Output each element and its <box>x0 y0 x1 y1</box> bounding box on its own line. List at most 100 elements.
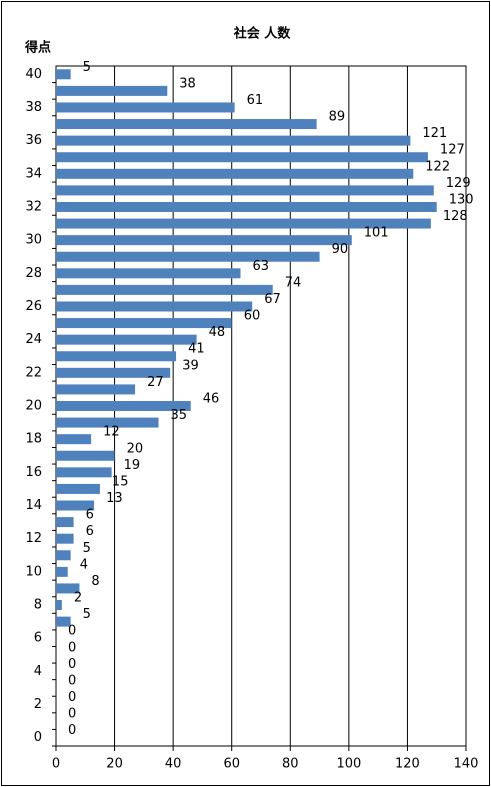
y-tick-label: 0 <box>34 730 42 745</box>
bar <box>56 550 71 561</box>
bar <box>56 417 159 428</box>
y-tick-label: 32 <box>25 199 42 214</box>
value-label: 46 <box>203 392 220 407</box>
y-tick-label: 26 <box>25 299 42 314</box>
value-label: 60 <box>244 309 261 324</box>
value-label: 12 <box>103 425 120 440</box>
value-label: 35 <box>171 408 188 423</box>
bar <box>56 600 62 611</box>
bar <box>56 135 411 146</box>
value-label: 5 <box>83 541 91 556</box>
bar <box>56 168 414 179</box>
value-label: 130 <box>449 192 474 207</box>
y-tick-label: 34 <box>25 166 42 181</box>
value-label: 129 <box>446 176 471 191</box>
bar <box>56 483 100 494</box>
y-tick-label: 4 <box>34 664 42 679</box>
value-label: 41 <box>188 342 205 357</box>
value-label: 0 <box>68 673 76 688</box>
x-tick-label: 120 <box>395 757 420 772</box>
bar <box>56 218 431 229</box>
value-label: 27 <box>147 375 164 390</box>
bar <box>56 251 320 262</box>
bar <box>56 201 437 212</box>
value-label: 20 <box>127 441 144 456</box>
value-label: 63 <box>253 259 270 274</box>
chart-title: 社会 人数 <box>233 26 292 42</box>
value-label: 15 <box>112 474 129 489</box>
y-tick-label: 22 <box>25 365 42 380</box>
value-label: 13 <box>106 491 123 506</box>
y-tick-label: 28 <box>25 266 42 281</box>
y-tick-label: 6 <box>34 631 42 646</box>
value-label: 48 <box>209 325 226 340</box>
value-label: 101 <box>364 226 389 241</box>
bar <box>56 102 235 113</box>
bar <box>56 351 177 362</box>
value-label: 0 <box>68 707 76 722</box>
y-tick-label: 10 <box>25 564 42 579</box>
x-tick-label: 100 <box>336 757 361 772</box>
bar <box>56 334 197 345</box>
value-label: 127 <box>440 143 465 158</box>
bar <box>56 268 241 279</box>
value-label: 19 <box>124 458 141 473</box>
value-label: 61 <box>247 93 264 108</box>
y-tick-label: 18 <box>25 432 42 447</box>
value-label: 38 <box>179 76 196 91</box>
y-tick-label: 14 <box>25 498 42 513</box>
y-tick-label: 40 <box>25 67 42 82</box>
bar <box>56 119 317 130</box>
bar <box>56 450 115 461</box>
value-label: 0 <box>68 640 76 655</box>
bar <box>56 384 136 395</box>
bar <box>56 69 71 80</box>
bar <box>56 318 232 329</box>
bar <box>56 85 168 96</box>
y-tick-label: 12 <box>25 531 42 546</box>
bar <box>56 467 112 478</box>
bar <box>56 517 74 528</box>
bar <box>56 434 92 445</box>
bar <box>56 235 352 246</box>
x-tick-label: 140 <box>454 757 479 772</box>
y-tick-label: 8 <box>34 598 42 613</box>
value-label: 90 <box>332 242 349 257</box>
value-label: 0 <box>68 657 76 672</box>
x-tick-label: 20 <box>106 757 123 772</box>
value-label: 122 <box>425 159 450 174</box>
y-tick-label: 38 <box>25 100 42 115</box>
bar <box>56 152 428 163</box>
x-tick-label: 80 <box>282 757 299 772</box>
value-label: 128 <box>443 209 468 224</box>
value-label: 0 <box>68 624 76 639</box>
value-label: 4 <box>80 557 88 572</box>
y-axis-title: 得点 <box>24 40 51 56</box>
x-tick-label: 60 <box>223 757 240 772</box>
y-tick-label: 36 <box>25 133 42 148</box>
value-label: 121 <box>422 126 447 141</box>
bar <box>56 533 74 544</box>
bar <box>56 284 273 295</box>
y-tick-label: 24 <box>25 332 42 347</box>
bar <box>56 500 95 511</box>
bar <box>56 616 71 627</box>
value-label: 5 <box>83 607 91 622</box>
bar <box>56 185 434 196</box>
value-label: 6 <box>86 508 94 523</box>
x-tick-label: 0 <box>52 757 60 772</box>
value-label: 74 <box>285 275 302 290</box>
value-label: 67 <box>264 292 281 307</box>
value-label: 0 <box>68 690 76 705</box>
value-label: 5 <box>83 60 91 75</box>
bar <box>56 566 68 577</box>
value-label: 6 <box>86 524 94 539</box>
y-tick-label: 20 <box>25 399 42 414</box>
value-label: 0 <box>68 723 76 738</box>
value-label: 8 <box>91 574 99 589</box>
x-tick-label: 40 <box>165 757 182 772</box>
y-tick-label: 30 <box>25 233 42 248</box>
value-label: 89 <box>329 110 346 125</box>
value-label: 2 <box>74 591 82 606</box>
